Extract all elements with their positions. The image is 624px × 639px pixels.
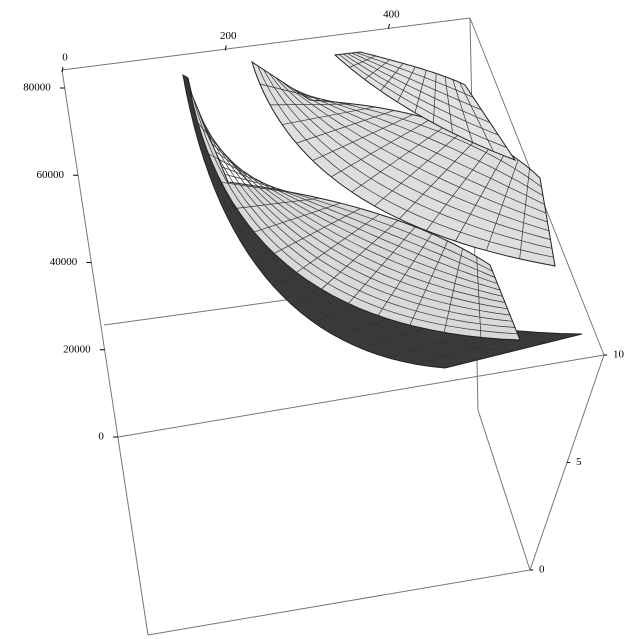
mesh-line (374, 130, 464, 207)
mesh-line (236, 197, 320, 209)
mesh-line (273, 208, 361, 254)
mesh-line (459, 82, 494, 152)
mesh-line (409, 240, 448, 326)
mesh-line (321, 220, 399, 290)
mesh-line (221, 181, 298, 194)
y-tick-label: 0 (539, 564, 545, 576)
box-edge (477, 409, 531, 571)
box-edge (103, 297, 301, 326)
mesh-line (282, 106, 375, 125)
mesh-line (433, 73, 437, 124)
box-edge (147, 569, 531, 636)
x-tick (387, 23, 390, 29)
surfaces (182, 51, 583, 369)
y-tick-label: 10 (613, 349, 624, 361)
mesh-line (476, 256, 482, 338)
mesh-line (208, 153, 276, 190)
surface (189, 89, 521, 341)
mesh-line (486, 159, 519, 251)
mesh-line (380, 63, 404, 92)
mesh-line (254, 202, 341, 233)
mesh-line (444, 76, 453, 133)
z-tick-label: 20000 (63, 343, 91, 355)
mesh-line (296, 110, 395, 144)
z-tick-label: 60000 (37, 169, 65, 181)
x-tick (224, 45, 227, 51)
z-tick-label: 40000 (50, 256, 78, 268)
mesh-line (443, 248, 463, 333)
mesh-line (296, 213, 380, 273)
mesh-line (348, 226, 416, 304)
x-tick (61, 66, 64, 73)
mesh-line (397, 66, 416, 103)
mesh-line (399, 136, 479, 220)
box-edge (117, 354, 605, 438)
mesh-line (414, 70, 427, 113)
mesh-line (197, 122, 253, 186)
z-tick-label: 80000 (23, 82, 51, 94)
mesh-line (519, 168, 530, 259)
y-tick-label: 5 (576, 456, 582, 468)
mesh-line (351, 124, 448, 193)
mesh-line (349, 55, 376, 68)
mesh-line (312, 114, 413, 161)
surface (251, 60, 556, 267)
box (61, 17, 605, 636)
box-edge (61, 69, 149, 636)
x-tick-label: 400 (383, 8, 400, 20)
axes: 0 200 400 0 20000 40000 60000 80000 0 5 10 (23, 8, 624, 575)
mesh-line (454, 151, 507, 242)
z-tick-label: 0 (98, 431, 104, 443)
box-edge (61, 17, 471, 71)
mesh-line (425, 143, 493, 231)
mesh-line (452, 79, 473, 143)
mesh-line (259, 83, 333, 103)
x-tick-label: 200 (220, 30, 237, 42)
x-tick-label: 0 (62, 52, 68, 64)
mesh-line (269, 103, 354, 106)
mesh-line (364, 59, 391, 80)
mesh-line (377, 233, 433, 316)
mesh-line (330, 118, 431, 178)
